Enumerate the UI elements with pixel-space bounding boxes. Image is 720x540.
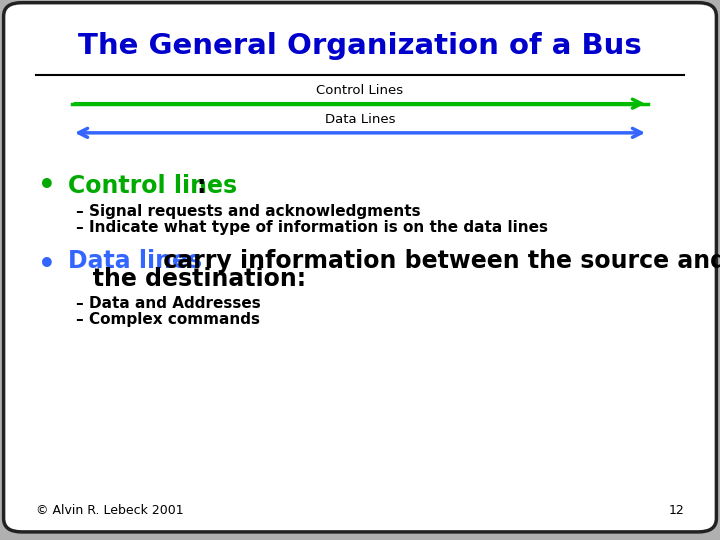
Text: 12: 12 xyxy=(668,504,684,517)
Text: – Signal requests and acknowledgments: – Signal requests and acknowledgments xyxy=(76,204,420,219)
Text: – Complex commands: – Complex commands xyxy=(76,312,260,327)
Text: :: : xyxy=(197,174,206,198)
Text: Control Lines: Control Lines xyxy=(316,84,404,97)
Text: The General Organization of a Bus: The General Organization of a Bus xyxy=(78,32,642,60)
Text: Data lines: Data lines xyxy=(68,249,202,273)
Text: Control lines: Control lines xyxy=(68,174,238,198)
Text: •: • xyxy=(38,251,55,279)
Text: carry information between the source and: carry information between the source and xyxy=(155,249,720,273)
Text: – Data and Addresses: – Data and Addresses xyxy=(76,296,261,311)
Text: Data Lines: Data Lines xyxy=(325,113,395,126)
Text: •: • xyxy=(38,172,55,200)
Text: the destination:: the destination: xyxy=(68,267,307,291)
FancyBboxPatch shape xyxy=(4,3,716,532)
Text: – Indicate what type of information is on the data lines: – Indicate what type of information is o… xyxy=(76,220,548,235)
Text: © Alvin R. Lebeck 2001: © Alvin R. Lebeck 2001 xyxy=(36,504,184,517)
